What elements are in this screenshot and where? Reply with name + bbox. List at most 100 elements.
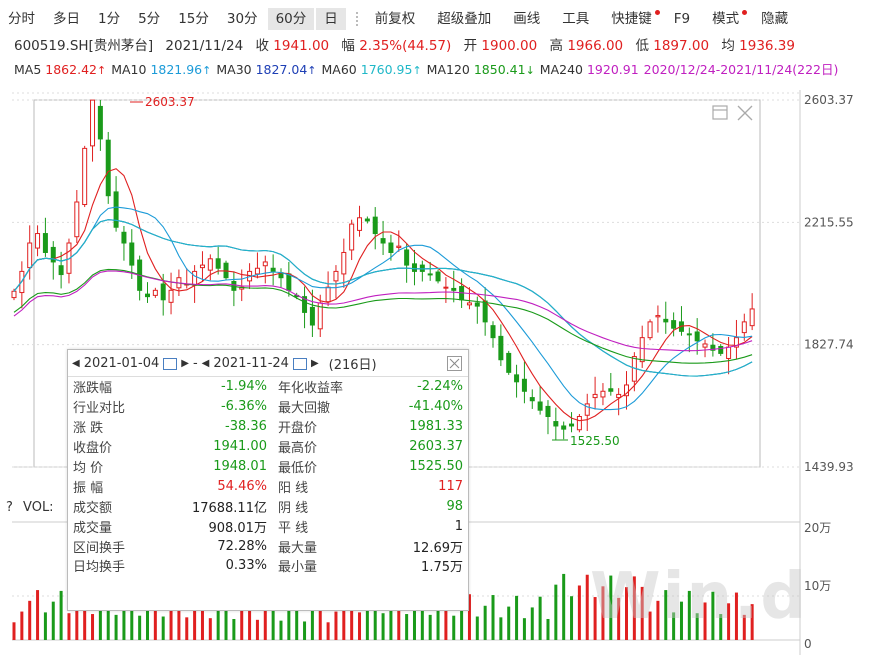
end-date[interactable]: 2021-11-24 (213, 355, 289, 371)
quote-date: 2021/11/24 (165, 38, 244, 54)
tool-button-label: 快捷键 (611, 11, 652, 27)
prev-end-arrow[interactable]: ◀ (201, 357, 210, 369)
stat-label: 振 幅 (73, 480, 104, 496)
candle-body (600, 390, 606, 398)
volume-bar (350, 590, 354, 640)
chart-window-controls (712, 104, 758, 126)
period-tab-2[interactable]: 1分 (98, 11, 121, 27)
prev-start-arrow[interactable]: ◀ (72, 357, 80, 369)
candle-body (702, 343, 708, 348)
ma-item-ma5[interactable]: MA5 1862.42↑ (14, 62, 106, 77)
period-tab-0[interactable]: 分时 (8, 11, 35, 27)
tool-button-4[interactable]: 快捷键 (603, 8, 660, 30)
stat-label: 最低价 (277, 461, 317, 476)
close-icon[interactable] (737, 105, 753, 121)
open-value: 1900.00 (481, 38, 538, 54)
candle-body (443, 286, 449, 289)
candle-body (419, 264, 425, 272)
volume-tick-label: 20万 (804, 521, 831, 535)
period-tab-6[interactable]: 60分 (267, 8, 315, 30)
ma-item-ma30[interactable]: MA30 1827.04↑ (216, 62, 316, 77)
tool-button-7[interactable]: 隐藏 (753, 8, 796, 30)
calendar-icon[interactable] (292, 358, 307, 370)
volume-bar (326, 622, 330, 640)
period-tab-3[interactable]: 5分 (138, 11, 161, 27)
quote-info-bar: 600519.SH[贵州茅台] 2021/11/24 收 1941.00 幅 2… (14, 34, 803, 54)
tool-button-0[interactable]: 前复权 (367, 8, 424, 30)
next-start-arrow[interactable]: ▶ (181, 357, 189, 369)
tool-button-label: 模式 (712, 11, 740, 27)
stats-row: 成交量 908.01万平 线 1 (70, 516, 466, 536)
volume-bar (546, 618, 550, 640)
candle-body (11, 290, 17, 299)
ma-label: MA5 (14, 62, 42, 77)
start-date[interactable]: 2021-01-04 (83, 355, 160, 371)
ma-item-ma240[interactable]: MA240 1920.91 (540, 62, 639, 77)
stat-value: 1525.50 (409, 459, 463, 474)
stats-row: 收盘价 1941.00 最高价 2603.37 (70, 437, 466, 457)
volume-bar (522, 618, 526, 640)
candle-body (262, 261, 268, 267)
ma-item-ma60[interactable]: MA60 1760.95↑ (322, 62, 422, 77)
ma-item-ma10[interactable]: MA10 1821.96↑ (111, 62, 211, 77)
candle-body (97, 105, 103, 140)
ma-direction: ↑ (412, 64, 422, 77)
tool-button-label: 前复权 (374, 11, 416, 27)
period-tab-5[interactable]: 30分 (226, 11, 258, 27)
next-end-arrow[interactable]: ▶ (310, 357, 319, 369)
close-label: 收 (255, 38, 270, 54)
volume-bar (200, 595, 204, 640)
candle-body (129, 242, 135, 266)
tool-button-5[interactable]: F9 (666, 8, 698, 30)
volume-bar (734, 592, 738, 640)
stat-value: 1981.33 (409, 419, 463, 435)
candle-body (333, 270, 339, 282)
stat-value: -6.36% (220, 399, 267, 415)
volume-bar (656, 600, 660, 640)
candle-body (152, 289, 158, 296)
low-label: 低 (635, 38, 649, 54)
restore-icon[interactable] (712, 105, 728, 120)
candle-body (466, 302, 472, 306)
candle-body (474, 302, 480, 307)
volume-bar (145, 604, 149, 640)
tool-button-2[interactable]: 画线 (505, 8, 548, 30)
period-tab-1[interactable]: 多日 (53, 11, 80, 27)
close-icon[interactable] (447, 355, 462, 371)
tool-button-1[interactable]: 超级叠加 (429, 8, 499, 30)
period-tab-7[interactable]: 日 (316, 8, 346, 30)
volume-bar (420, 592, 424, 640)
volume-bar (28, 600, 32, 640)
volume-bar (358, 612, 362, 640)
volume-bar (467, 594, 471, 640)
volume-bar (67, 613, 71, 640)
volume-bar (232, 618, 236, 640)
ma-line-ma5 (13, 168, 753, 422)
candle-body (380, 238, 386, 244)
candle-body (561, 425, 567, 430)
tool-button-6[interactable]: 模式 (704, 8, 748, 30)
ma-item-ma120[interactable]: MA120 1850.41↓ (427, 62, 535, 77)
candle-body (537, 401, 543, 411)
candle-body (521, 378, 527, 392)
volume-bar (719, 614, 723, 640)
candle-body (624, 384, 630, 397)
stat-value: -2.24% (417, 379, 463, 395)
wind-watermark: Win.d (590, 560, 809, 634)
ma-value: 1827.04 (255, 62, 308, 77)
candle-body (592, 393, 598, 399)
volume-bar (334, 611, 338, 640)
stock-code-name[interactable]: 600519.SH[贵州茅台] (14, 38, 154, 54)
volume-bar (389, 602, 393, 640)
volume-bar (75, 602, 79, 640)
volume-bar (695, 613, 699, 640)
tool-button-3[interactable]: 工具 (554, 8, 597, 30)
period-tab-4[interactable]: 15分 (178, 11, 209, 27)
stat-value: -38.36 (225, 419, 267, 435)
calendar-icon[interactable] (163, 358, 178, 370)
volume-bar (279, 620, 283, 640)
volume-help-icon[interactable]: ? (6, 500, 13, 515)
stats-row: 均 价 1948.01 最低价 1525.50 (70, 457, 466, 477)
candle-body (671, 320, 677, 329)
